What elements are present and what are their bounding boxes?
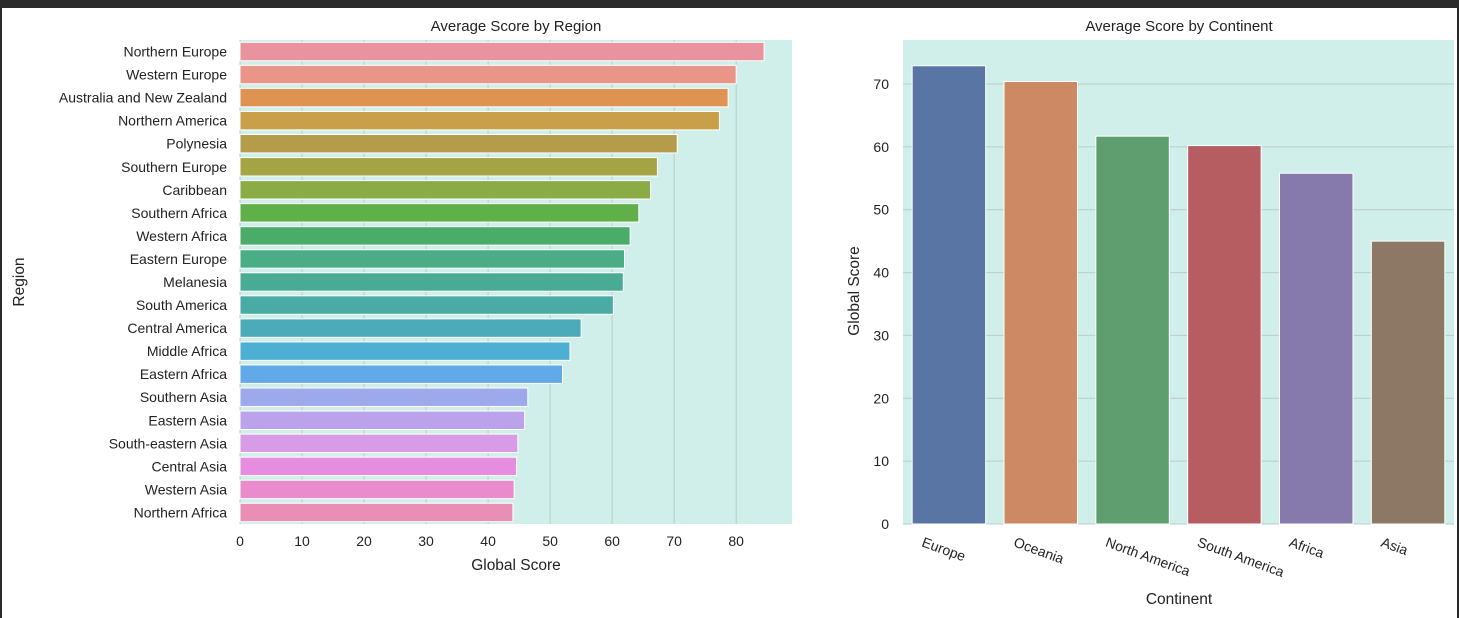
x-tick-label: Africa xyxy=(1287,534,1326,561)
bar-northern-africa xyxy=(239,502,514,523)
continent-x-tick-labels: Europe Oceania North America South America A… xyxy=(920,534,1410,580)
x-tick-label: Oceania xyxy=(1012,534,1067,567)
continent-chart-title: Average Score by Continent xyxy=(1085,18,1273,35)
bar-northern-america xyxy=(239,110,720,131)
y-tick-label: Western Europe xyxy=(126,67,227,83)
figure-canvas: Average Score by Region Northern Europe W… xyxy=(2,8,1457,618)
continent-y-tick-labels: 0 10 20 30 40 50 60 70 xyxy=(873,76,889,532)
region-y-axis-label: Region xyxy=(11,257,28,306)
x-tick-label: 10 xyxy=(294,533,310,549)
x-tick-label: 50 xyxy=(542,533,558,549)
y-tick-label: Polynesia xyxy=(166,136,227,152)
y-tick-label: Western Africa xyxy=(136,228,227,244)
continent-x-axis-label: Continent xyxy=(1146,591,1213,608)
region-x-tick-labels: 0 10 20 30 40 50 60 70 80 xyxy=(236,533,744,549)
bar-western-asia xyxy=(239,479,515,500)
x-tick-label: 70 xyxy=(666,533,682,549)
continent-y-axis-label: Global Score xyxy=(846,246,863,336)
bar-oceania xyxy=(1003,80,1078,525)
bar-australia-and-new-zealand xyxy=(239,87,729,108)
bar-asia xyxy=(1370,240,1446,525)
y-tick-label: South-eastern Asia xyxy=(109,435,228,451)
bar-north-america xyxy=(1095,135,1170,525)
y-tick-label: Northern Africa xyxy=(134,504,228,520)
x-tick-label: Asia xyxy=(1379,534,1410,558)
y-tick-label: Central Asia xyxy=(152,458,228,474)
region-x-axis-label: Global Score xyxy=(471,557,561,574)
x-tick-label: 40 xyxy=(480,533,496,549)
figure-svg: Average Score by Region Northern Europe W… xyxy=(11,18,1454,608)
bar-northern-europe xyxy=(239,41,765,62)
bar-central-asia xyxy=(239,456,518,477)
y-tick-label: South America xyxy=(136,297,227,313)
bar-south-america xyxy=(239,295,614,315)
y-tick-label: 50 xyxy=(873,202,889,218)
y-tick-label: Western Asia xyxy=(145,481,227,497)
region-bars xyxy=(239,41,765,523)
bar-eastern-africa xyxy=(239,364,564,384)
x-tick-label: North America xyxy=(1104,534,1193,579)
bar-central-america xyxy=(239,318,582,338)
y-tick-label: 20 xyxy=(873,390,889,406)
y-tick-label: 30 xyxy=(873,327,889,343)
bar-caribbean xyxy=(239,180,652,200)
region-bar-chart: Average Score by Region Northern Europe W… xyxy=(11,18,792,574)
bar-europe xyxy=(911,65,987,525)
bar-africa xyxy=(1279,172,1354,525)
y-tick-label: 70 xyxy=(873,76,889,92)
y-tick-label: Caribbean xyxy=(162,182,227,198)
bar-southern-africa xyxy=(239,203,640,223)
x-tick-label: 20 xyxy=(356,533,372,549)
y-tick-label: Southern Asia xyxy=(140,389,227,405)
bar-eastern-asia xyxy=(239,410,526,431)
bar-melanesia xyxy=(239,272,624,292)
y-tick-label: 40 xyxy=(873,265,889,281)
y-tick-label: Northern Europe xyxy=(123,44,227,60)
y-tick-label: 0 xyxy=(881,516,889,532)
bar-western-europe xyxy=(239,64,737,85)
y-tick-label: 10 xyxy=(873,453,889,469)
y-tick-label: Middle Africa xyxy=(147,343,227,359)
y-tick-label: Southern Europe xyxy=(121,159,227,175)
bar-southern-europe xyxy=(239,157,658,177)
continent-bar-chart: Average Score by Continent 0 10 20 30 40 50 60… xyxy=(846,18,1454,608)
x-tick-label: 30 xyxy=(418,533,434,549)
x-tick-label: 80 xyxy=(728,533,744,549)
continent-plot-area xyxy=(903,40,1454,524)
y-tick-label: Australia and New Zealand xyxy=(59,90,227,106)
y-tick-label: Northern America xyxy=(118,113,227,129)
y-tick-label: Eastern Europe xyxy=(130,251,227,267)
y-tick-label: 60 xyxy=(873,139,889,155)
y-tick-label: Melanesia xyxy=(163,274,227,290)
x-tick-label: South America xyxy=(1195,534,1286,580)
bar-south-america xyxy=(1187,145,1262,525)
region-y-tick-labels: Northern Europe Western Europe Australia a… xyxy=(59,44,227,521)
y-tick-label: Eastern Asia xyxy=(148,412,227,428)
bar-western-africa xyxy=(239,226,631,246)
x-tick-label: 60 xyxy=(604,533,620,549)
x-tick-label: 0 xyxy=(236,533,244,549)
x-tick-label: Europe xyxy=(920,534,968,565)
region-chart-title: Average Score by Region xyxy=(431,18,602,35)
bar-polynesia xyxy=(239,133,678,154)
y-tick-label: Southern Africa xyxy=(131,205,227,221)
bar-south-eastern-asia xyxy=(239,433,519,454)
continent-grid xyxy=(903,83,1454,525)
bar-southern-asia xyxy=(239,387,529,407)
bar-eastern-europe xyxy=(239,249,626,269)
bar-middle-africa xyxy=(239,341,571,361)
y-tick-label: Eastern Africa xyxy=(140,366,227,382)
y-tick-label: Central America xyxy=(127,320,227,336)
continent-bars xyxy=(911,65,1446,525)
